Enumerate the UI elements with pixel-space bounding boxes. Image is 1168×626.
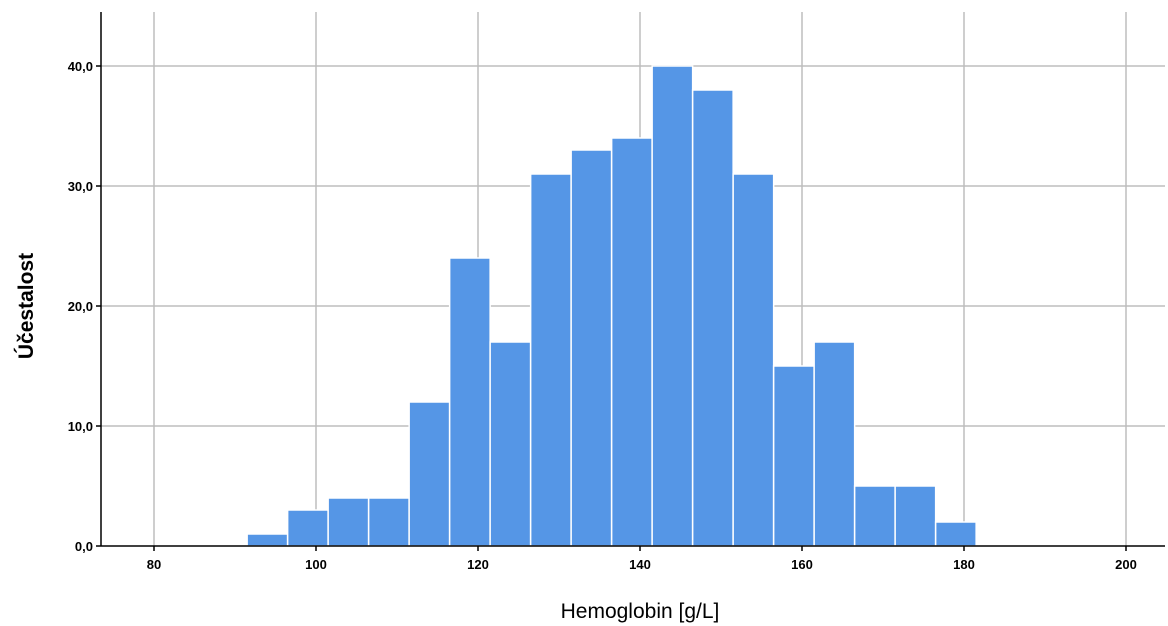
- histogram-bar-15: [813, 341, 856, 547]
- y-tick-label-0: 0,0: [75, 539, 93, 554]
- histogram-bar-5: [408, 401, 451, 547]
- histogram-bar-6: [448, 257, 491, 547]
- histogram-bar-3: [327, 497, 370, 547]
- y-tick-label-3: 30,0: [68, 179, 93, 194]
- histogram-bar-7: [489, 341, 532, 547]
- axes: [96, 12, 1165, 551]
- histogram-bar-8: [529, 173, 572, 547]
- histogram-bar-13: [732, 173, 775, 547]
- tick-labels: 80 100 120 140 160 180 200 0,0 10,0 20,0 30,0 40,0: [68, 59, 1137, 572]
- histogram-bar-14: [772, 365, 815, 547]
- histogram-bar-2: [286, 509, 329, 547]
- histogram-bar-4: [367, 497, 410, 547]
- x-tick-label-200: 200: [1115, 557, 1137, 572]
- histogram-bar-17: [894, 485, 937, 547]
- x-tick-label-140: 140: [629, 557, 651, 572]
- y-tick-label-2: 20,0: [68, 299, 93, 314]
- histogram-bar-9: [570, 149, 613, 547]
- histogram-bar-12: [691, 89, 734, 547]
- x-tick-label-80: 80: [147, 557, 161, 572]
- x-tick-label-180: 180: [953, 557, 975, 572]
- y-tick-label-4: 40,0: [68, 59, 93, 74]
- histogram-bar-16: [853, 485, 896, 547]
- histogram-bar-1: [246, 533, 289, 547]
- x-tick-label-100: 100: [305, 557, 327, 572]
- histogram-bar-11: [651, 65, 694, 547]
- histogram-bar-10: [610, 137, 653, 547]
- histogram-bar-18: [934, 521, 977, 547]
- x-tick-label-160: 160: [791, 557, 813, 572]
- x-tick-label-120: 120: [467, 557, 489, 572]
- y-tick-label-1: 10,0: [68, 419, 93, 434]
- x-axis-title: Hemoglobin [g/L]: [561, 600, 720, 623]
- y-axis-title: Účestalost: [14, 253, 38, 359]
